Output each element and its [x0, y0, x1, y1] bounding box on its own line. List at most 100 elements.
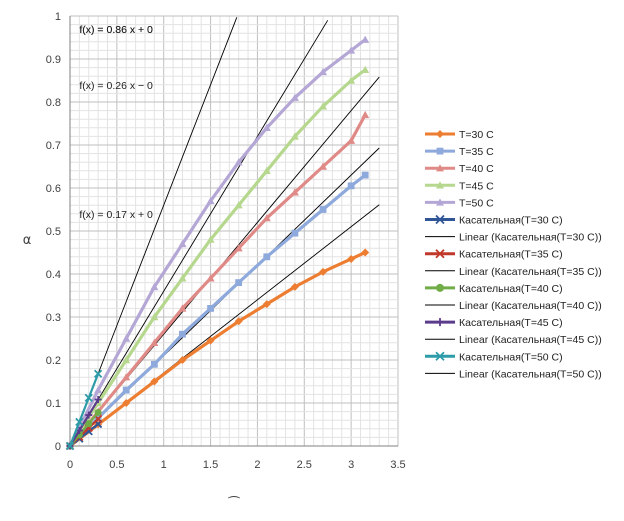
series-4: [66, 35, 370, 450]
data-point: [361, 35, 370, 43]
data-point: [178, 304, 187, 312]
data-point: [94, 408, 102, 416]
equation-annotations: f(x) = 0.86 x + 0f(x) = 0.36 x + 0 f(x) =…: [79, 24, 153, 221]
legend-label: T=50 C: [459, 197, 494, 209]
data-point: [234, 158, 243, 166]
legend-label: T=30 C: [459, 129, 494, 141]
data-point: [361, 65, 370, 73]
data-point: [435, 214, 445, 225]
legend-label: Касательная(T=35 C): [459, 249, 563, 261]
data-point: [235, 279, 243, 286]
data-point: [85, 411, 93, 419]
data-point: [206, 235, 215, 243]
legend-item: T=50 C: [425, 197, 494, 209]
y-tick-label: 0.1: [46, 398, 61, 410]
legend-item: Касательная(T=50 C): [425, 351, 563, 363]
legend-label: T=40 C: [459, 163, 494, 175]
y-tick-label: 1: [55, 11, 61, 23]
data-point: [290, 132, 299, 140]
legend-label: Linear (Касательная(T=45 C)): [459, 334, 602, 346]
legend-label: Касательная(T=30 C): [459, 215, 563, 227]
legend-label: Linear (Касательная(T=40 C)): [459, 300, 602, 312]
data-point: [122, 334, 131, 342]
data-point: [319, 67, 328, 76]
x-tick-label: 1: [161, 459, 167, 471]
data-point: [178, 274, 187, 282]
data-point-stroke: [93, 369, 103, 378]
y-tick-label: 0: [55, 441, 61, 453]
data-point: [85, 420, 93, 428]
series-1: [66, 171, 369, 450]
data-point: [436, 318, 444, 327]
data-point: [65, 441, 75, 451]
legend-item: Linear (Касательная(T=40 C)): [425, 300, 602, 312]
data-point: [122, 356, 131, 364]
series-line: [68, 373, 100, 447]
chart-grid: [69, 15, 399, 447]
y-tick-label: 0.6: [46, 183, 61, 195]
x-tick-label: 3: [348, 459, 354, 471]
data-point-stroke: [75, 417, 84, 427]
data-point: [435, 351, 445, 361]
series-line: [68, 38, 367, 447]
series-line: [69, 411, 99, 447]
data-point: [263, 253, 271, 261]
series-line: [69, 20, 329, 447]
data-point: [290, 282, 299, 291]
x-tick-label: 1.5: [203, 459, 218, 471]
legend-item: Касательная(T=35 C): [425, 249, 563, 261]
legend-item: T=35 C: [425, 146, 494, 158]
legend-item: Касательная(T=30 C): [425, 215, 563, 227]
y-tick-label: 0.4: [46, 269, 61, 281]
series-line: [69, 398, 100, 447]
equation-label: f(x) = 0.86 x + 0: [79, 24, 153, 36]
data-point: [150, 360, 158, 368]
y-tick-label: 0.2: [46, 355, 61, 367]
data-point: [436, 181, 444, 189]
data-point: [436, 198, 444, 206]
legend-item: Linear (Касательная(T=50 C)): [425, 368, 602, 380]
equation-label: f(x) = 0.36 x + 0: [79, 24, 153, 36]
data-point-stroke: [93, 414, 103, 424]
data-point: [262, 214, 271, 222]
data-point: [347, 182, 355, 190]
data-point-stroke: [435, 351, 445, 361]
x-axis-label: ⁔: [228, 484, 241, 499]
data-point: [178, 239, 187, 248]
data-point: [319, 102, 328, 110]
data-point: [234, 244, 243, 252]
y-tick-label: 0.5: [46, 226, 61, 238]
legend: T=30 C T=35 C T=40 C T=45 C T=50 C Касательна…: [425, 129, 602, 380]
series-line: [68, 68, 367, 447]
y-tick-label: 0.3: [46, 312, 61, 324]
data-point: [361, 248, 370, 257]
y-tick-label: 0.7: [46, 140, 61, 152]
data-point: [347, 76, 356, 84]
data-point: [122, 373, 131, 381]
data-point-stroke: [435, 214, 445, 225]
legend-item: Linear (Касательная(T=45 C)): [425, 334, 602, 346]
data-point: [84, 393, 93, 402]
data-point: [94, 386, 103, 394]
data-point: [150, 282, 159, 291]
data-point: [179, 330, 186, 338]
data-point: [234, 201, 243, 209]
data-point: [347, 46, 356, 54]
legend-label: Касательная(T=40 C): [459, 283, 563, 295]
legend-label: Linear (Касательная(T=50 C)): [459, 368, 602, 380]
legend-label: Касательная(T=45 C): [459, 317, 563, 329]
series-13: [65, 369, 103, 451]
legend-label: Linear (Касательная(T=35 C)): [459, 266, 602, 278]
data-point: [122, 386, 130, 394]
legend-item: T=40 C: [425, 163, 494, 175]
data-point: [435, 249, 445, 259]
data-point-stroke: [84, 393, 93, 402]
legend-label: T=35 C: [459, 146, 494, 158]
data-point: [150, 313, 159, 321]
equation-label: f(x) = 0.26 x − 0: [79, 80, 153, 92]
data-point: [319, 206, 327, 213]
data-point: [436, 283, 444, 292]
data-point: [150, 377, 159, 386]
x-tick-label: 0.5: [109, 459, 124, 471]
series-line: [69, 251, 366, 448]
